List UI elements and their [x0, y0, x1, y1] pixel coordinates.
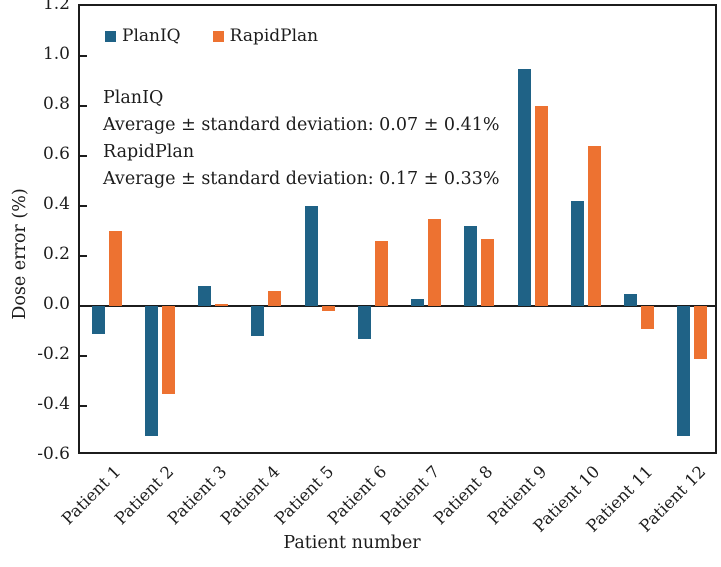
bar-rapidplan-patient-8	[481, 238, 495, 306]
x-tick-label-patient-2: Patient 2	[110, 462, 178, 529]
bar-rapidplan-patient-2	[161, 306, 175, 394]
stats-annotation: PlanIQ Average ± standard deviation: 0.0…	[103, 85, 500, 193]
rapidplan-swatch-icon	[212, 30, 224, 42]
bar-planiq-patient-12	[677, 306, 691, 436]
annotation-line-planiq: PlanIQ	[103, 88, 164, 108]
legend-item-rapidplan: RapidPlan	[212, 26, 319, 46]
x-tick-label-patient-9: Patient 9	[483, 462, 551, 529]
annotation-line-rapidplan-stats: Average ± standard deviation: 0.17 ± 0.3…	[103, 169, 500, 189]
y-tick-label: 0.8	[42, 94, 70, 114]
bar-planiq-patient-8	[464, 226, 478, 306]
bar-rapidplan-patient-7	[428, 218, 442, 306]
y-axis-title: Dose error (%)	[10, 188, 30, 320]
y-tick-mark	[80, 155, 87, 157]
legend-label-rapidplan: RapidPlan	[229, 26, 319, 46]
bar-rapidplan-patient-1	[108, 231, 122, 306]
bar-rapidplan-patient-4	[268, 291, 282, 306]
bar-planiq-patient-10	[570, 201, 584, 306]
plot-area	[78, 4, 717, 454]
x-tick-label-patient-3: Patient 3	[164, 462, 231, 529]
bar-planiq-patient-9	[517, 68, 531, 306]
x-tick-label-patient-1: Patient 1	[57, 462, 125, 529]
legend-item-planiq: PlanIQ	[105, 26, 181, 46]
annotation-line-rapidplan: RapidPlan	[103, 142, 195, 162]
y-tick-label: -0.2	[37, 344, 70, 364]
x-axis-title: Patient number	[283, 533, 421, 553]
y-tick-label: 0.0	[42, 294, 70, 314]
bar-rapidplan-patient-11	[641, 306, 655, 329]
zero-axis-line	[80, 305, 715, 307]
bar-rapidplan-patient-5	[321, 306, 335, 311]
bar-planiq-patient-6	[357, 306, 371, 339]
bar-planiq-patient-3	[198, 286, 212, 306]
y-tick-mark	[80, 255, 87, 257]
planiq-swatch-icon	[105, 30, 116, 42]
annotation-line-planiq-stats: Average ± standard deviation: 0.07 ± 0.4…	[103, 115, 500, 135]
y-tick-mark	[80, 205, 87, 207]
bar-planiq-patient-1	[91, 306, 105, 334]
y-tick-label: 1.2	[42, 0, 70, 14]
bar-planiq-patient-11	[624, 293, 638, 306]
x-tick-label-patient-10: Patient 10	[529, 462, 604, 536]
bar-rapidplan-patient-12	[694, 306, 708, 359]
bar-rapidplan-patient-10	[587, 146, 601, 306]
bar-rapidplan-patient-6	[374, 241, 388, 306]
legend-label-planiq: PlanIQ	[122, 26, 181, 46]
y-tick-mark	[80, 55, 87, 57]
y-tick-label: 0.6	[42, 144, 70, 164]
y-tick-mark	[80, 405, 87, 407]
bar-planiq-patient-7	[411, 298, 425, 306]
x-tick-label-patient-12: Patient 12	[636, 462, 710, 536]
bar-planiq-patient-4	[251, 306, 265, 336]
bar-planiq-patient-2	[144, 306, 158, 436]
bar-rapidplan-patient-9	[534, 106, 548, 306]
y-tick-label: 1.0	[42, 44, 70, 64]
y-tick-label: 0.4	[42, 194, 70, 214]
y-tick-label: -0.4	[37, 394, 70, 414]
y-tick-mark	[80, 105, 87, 107]
bar-planiq-patient-5	[304, 206, 318, 306]
legend: PlanIQ RapidPlan	[105, 26, 318, 46]
y-tick-label: -0.6	[37, 444, 70, 464]
y-tick-mark	[80, 355, 87, 357]
x-tick-label-patient-4: Patient 4	[217, 462, 284, 529]
y-tick-label: 0.2	[42, 244, 70, 264]
x-tick-label-patient-11: Patient 11	[582, 462, 657, 536]
bar-rapidplan-patient-3	[215, 303, 229, 306]
